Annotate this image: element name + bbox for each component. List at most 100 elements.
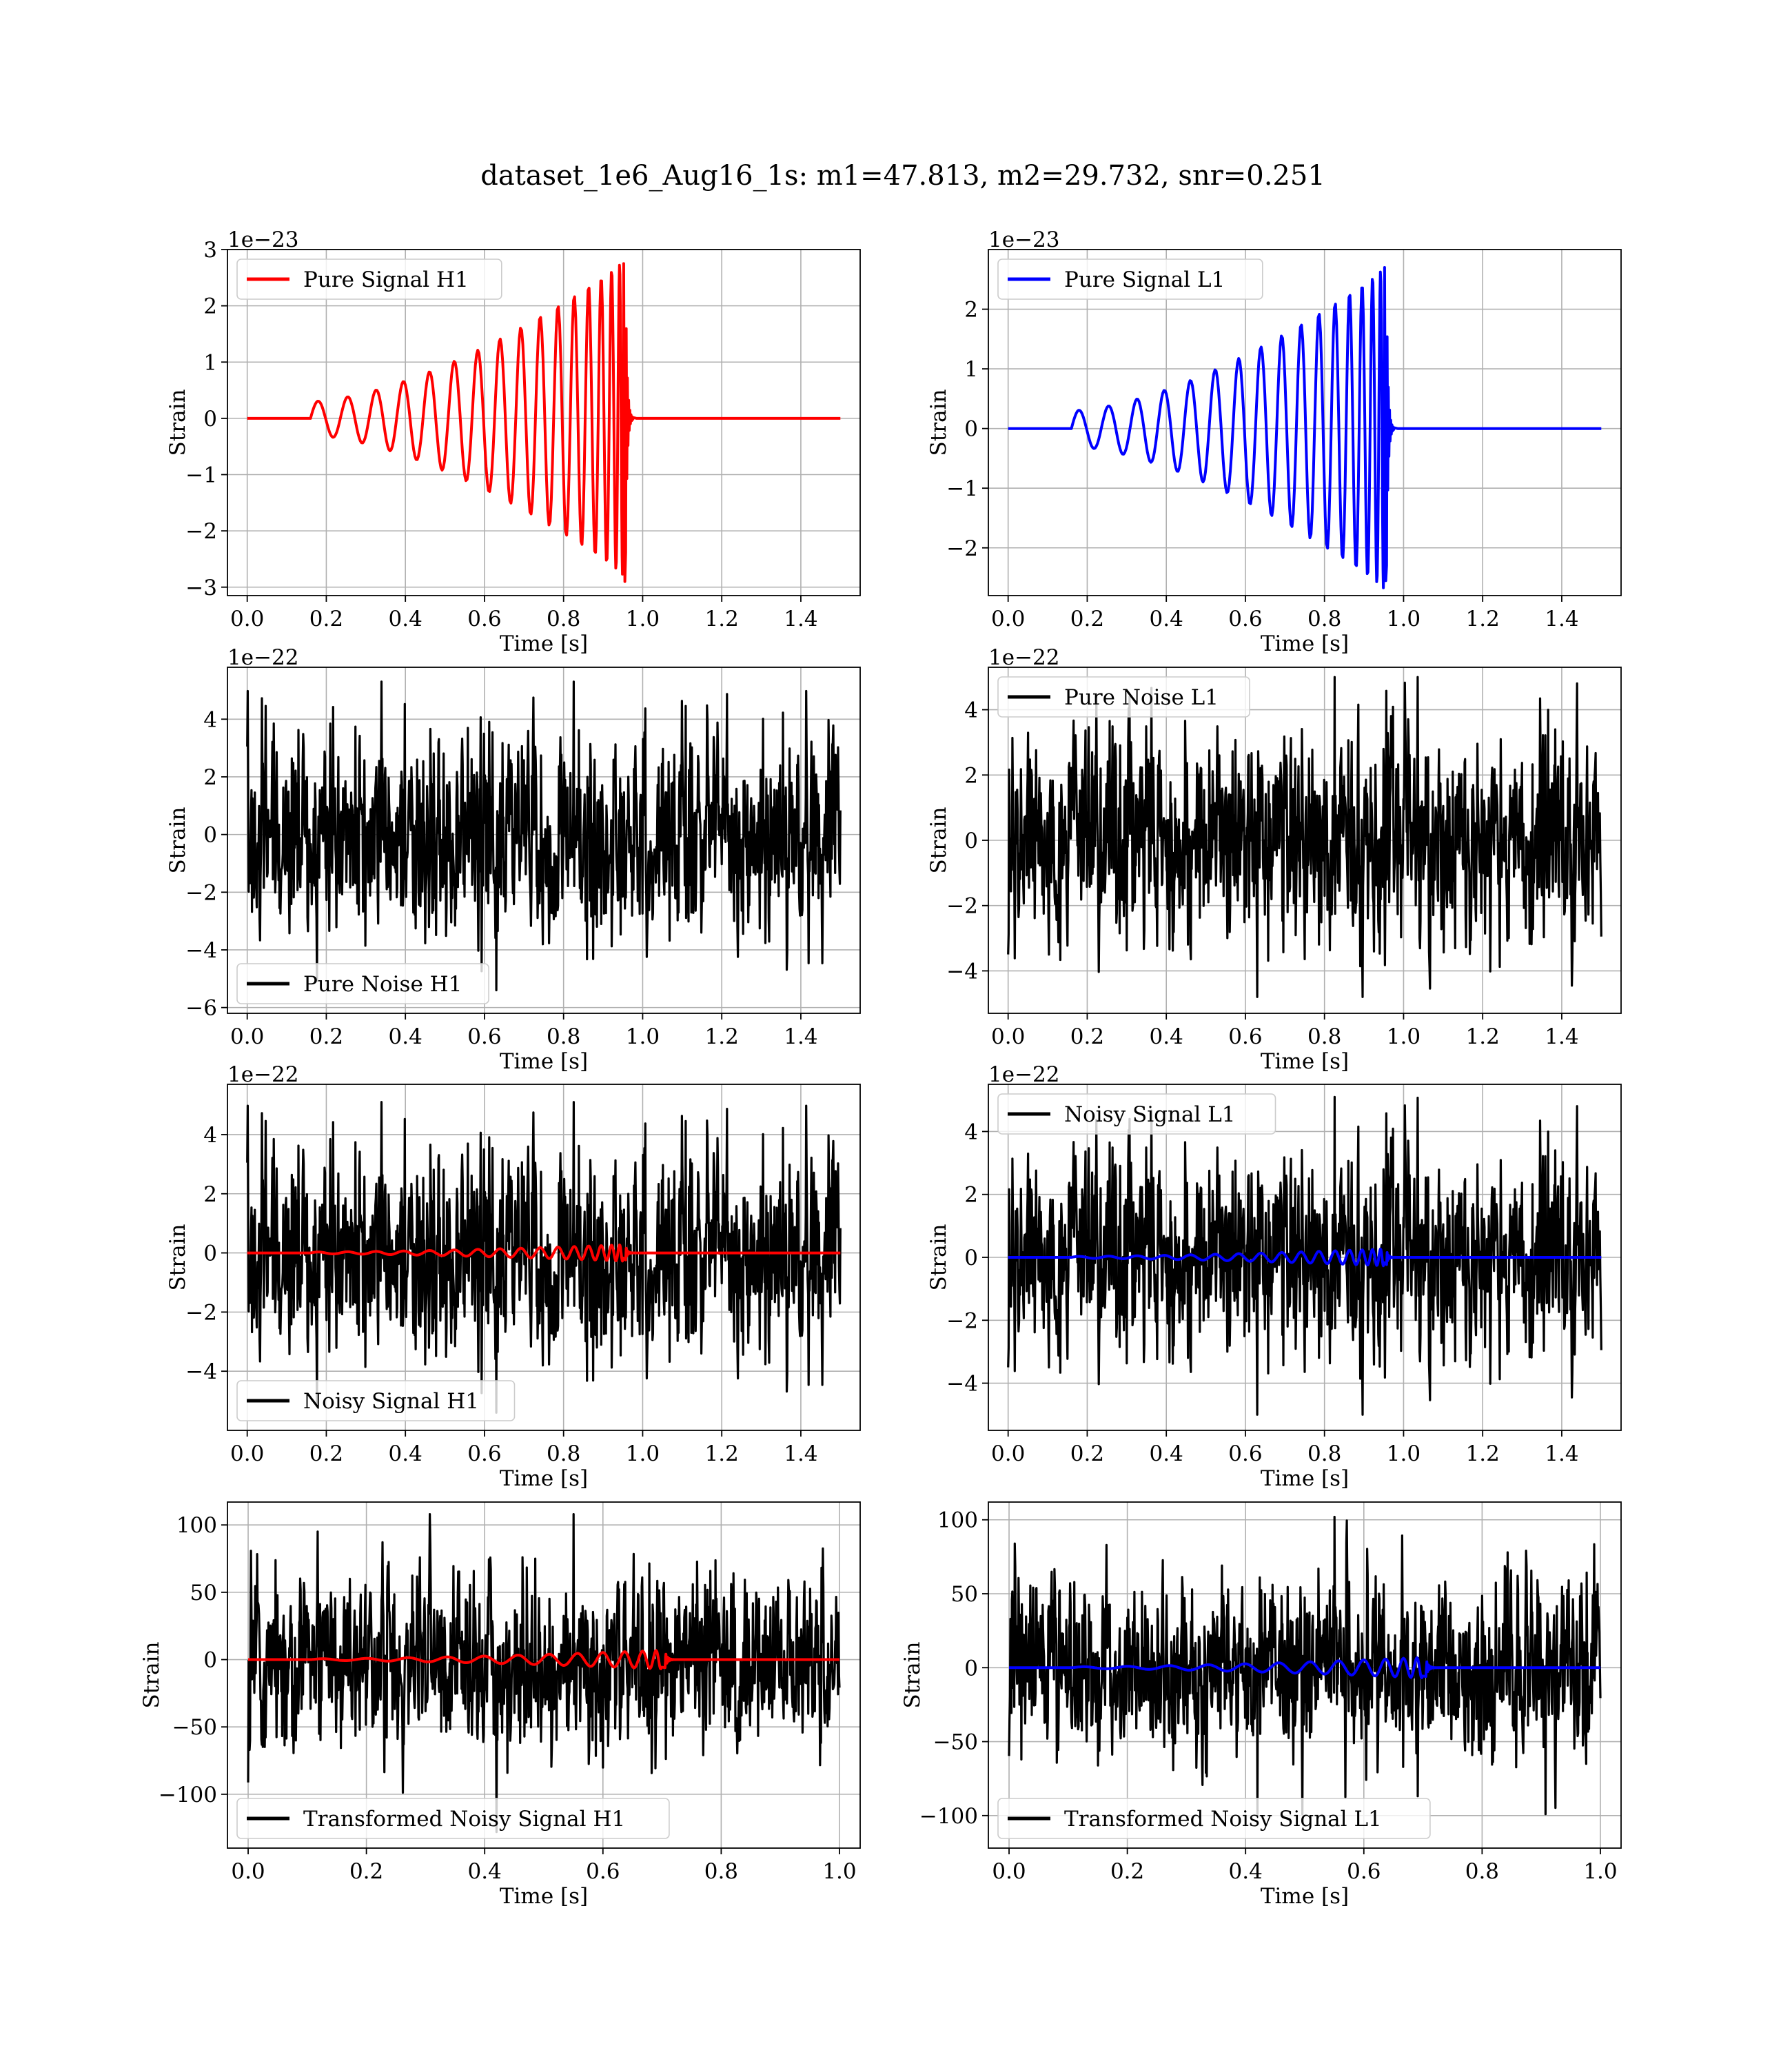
y-tick-label: 1 xyxy=(203,350,217,375)
plot-area xyxy=(246,1101,842,1414)
axis-offset-text: 1e−23 xyxy=(227,227,299,252)
y-tick-label: 50 xyxy=(951,1582,978,1607)
legend-label: Pure Noise H1 xyxy=(303,972,462,997)
legend-box xyxy=(236,258,502,300)
legend: Noisy Signal L1 xyxy=(997,1093,1276,1135)
panels: 0.0 0.2 0.4 0.6 0.8 1.0 1.2 1.4 −3 −2 −1 0 1 2 3 Time [… xyxy=(139,227,1622,1909)
x-tick-label: 0.0 xyxy=(231,1859,265,1884)
x-tick-label: 1.2 xyxy=(705,1024,739,1049)
x-tick-label: 0.2 xyxy=(1110,1859,1144,1884)
axis-offset-text: 1e−23 xyxy=(988,227,1060,252)
x-tick-label: 0.4 xyxy=(1229,1859,1263,1884)
x-tick-label: 0.0 xyxy=(230,1024,264,1049)
y-tick-label: −4 xyxy=(185,1359,217,1384)
y-axis-label: Strain xyxy=(165,807,190,874)
y-tick-label: 0 xyxy=(964,829,978,853)
chart-panel-5: 0.0 0.2 0.4 0.6 0.8 1.0 1.2 1.4 −4 −2 0 2 4 Time [s] S… xyxy=(165,1062,861,1491)
y-axis-label: Strain xyxy=(926,1224,951,1291)
x-tick-label: 0.8 xyxy=(704,1859,738,1884)
y-tick-label: −4 xyxy=(946,1372,978,1397)
x-tick-label: 1.4 xyxy=(784,1024,817,1049)
axis-offset-text: 1e−22 xyxy=(227,1062,299,1087)
series-line-noisy-signal-l1 xyxy=(1007,1095,1602,1416)
x-tick-label: 1.0 xyxy=(1387,1024,1421,1049)
x-tick-label: 0.8 xyxy=(547,607,580,631)
plot-area xyxy=(247,262,841,583)
legend-label: Pure Noise L1 xyxy=(1064,685,1219,710)
x-tick-label: 0.6 xyxy=(1228,607,1262,631)
x-tick-label: 0.8 xyxy=(1307,607,1341,631)
y-tick-label: −3 xyxy=(185,576,217,600)
series-line-transformed-noisy-signal-l1 xyxy=(1008,1515,1602,1816)
chart-panel-3: 0.0 0.2 0.4 0.6 0.8 1.0 1.2 1.4 −6 −4 −2 0 2 4 Time [s… xyxy=(165,645,861,1074)
series-line-noisy-signal-h1 xyxy=(246,1101,842,1414)
legend-label: Pure Signal H1 xyxy=(303,267,469,292)
y-tick-label: 0 xyxy=(203,407,217,432)
x-tick-label: 1.0 xyxy=(1387,607,1421,631)
x-tick-label: 1.0 xyxy=(626,1441,660,1466)
x-tick-label: 1.0 xyxy=(822,1859,856,1884)
x-axis-label: Time [s] xyxy=(1261,1466,1349,1491)
y-axis-label: Strain xyxy=(900,1642,925,1709)
x-axis-label: Time [s] xyxy=(500,1466,588,1491)
x-tick-label: 0.4 xyxy=(389,1024,422,1049)
x-tick-label: 0.2 xyxy=(309,607,343,631)
legend-box xyxy=(236,1798,670,1839)
y-tick-label: 2 xyxy=(203,294,217,319)
x-tick-label: 0.0 xyxy=(991,1441,1025,1466)
x-axis-label: Time [s] xyxy=(500,631,588,656)
y-tick-label: 2 xyxy=(203,765,217,790)
legend-box xyxy=(997,676,1250,718)
x-tick-label: 0.2 xyxy=(1070,1441,1104,1466)
x-tick-label: 1.4 xyxy=(784,607,817,631)
x-tick-label: 0.6 xyxy=(1347,1859,1381,1884)
legend-label: Noisy Signal H1 xyxy=(303,1389,479,1414)
x-tick-label: 1.4 xyxy=(1545,607,1578,631)
x-tick-label: 1.4 xyxy=(784,1441,817,1466)
x-tick-label: 1.0 xyxy=(626,607,660,631)
x-tick-label: 1.2 xyxy=(1466,1441,1500,1466)
y-tick-label: 2 xyxy=(964,763,978,788)
x-tick-label: 0.6 xyxy=(467,607,501,631)
x-tick-label: 1.4 xyxy=(1545,1441,1578,1466)
x-tick-label: 0.8 xyxy=(1307,1441,1341,1466)
x-tick-label: 0.0 xyxy=(230,607,264,631)
y-tick-label: 0 xyxy=(964,417,978,442)
legend: Pure Signal L1 xyxy=(997,258,1263,300)
series-line-pure-noise-h1 xyxy=(246,680,842,992)
axis-offset-text: 1e−22 xyxy=(988,645,1060,670)
legend: Transformed Noisy Signal L1 xyxy=(997,1798,1431,1839)
x-tick-label: 0.6 xyxy=(467,1441,501,1466)
axes-frame xyxy=(227,667,861,1014)
legend: Pure Noise L1 xyxy=(997,676,1250,718)
legend-box xyxy=(997,258,1263,300)
x-tick-label: 0.2 xyxy=(309,1441,343,1466)
x-tick-label: 0.0 xyxy=(230,1441,264,1466)
x-tick-label: 0.0 xyxy=(992,1859,1026,1884)
plot-area xyxy=(1007,1095,1602,1416)
y-tick-label: −1 xyxy=(185,463,217,488)
legend-box xyxy=(997,1093,1276,1135)
chart-panel-4: 0.0 0.2 0.4 0.6 0.8 1.0 1.2 1.4 −4 −2 0 2 4 Time [s] S… xyxy=(926,645,1622,1074)
y-tick-label: 100 xyxy=(176,1513,217,1538)
x-tick-label: 0.2 xyxy=(1070,1024,1104,1049)
chart-panel-1: 0.0 0.2 0.4 0.6 0.8 1.0 1.2 1.4 −3 −2 −1 0 1 2 3 Time [… xyxy=(165,227,861,656)
legend: Transformed Noisy Signal H1 xyxy=(236,1798,670,1839)
x-tick-label: 0.8 xyxy=(1307,1024,1341,1049)
x-tick-label: 0.6 xyxy=(1228,1024,1262,1049)
legend-box xyxy=(236,1380,516,1421)
x-tick-label: 0.6 xyxy=(586,1859,620,1884)
legend: Pure Noise H1 xyxy=(236,963,489,1004)
x-axis-label: Time [s] xyxy=(1261,631,1349,656)
plot-area xyxy=(1008,1515,1602,1816)
series-line-pure-signal-l1 xyxy=(1008,266,1602,589)
x-tick-label: 0.2 xyxy=(309,1024,343,1049)
x-tick-label: 0.4 xyxy=(468,1859,502,1884)
x-tick-label: 1.0 xyxy=(1583,1859,1617,1884)
y-tick-label: −2 xyxy=(185,880,217,905)
x-tick-label: 0.0 xyxy=(991,1024,1025,1049)
y-axis-label: Strain xyxy=(926,389,951,456)
x-tick-label: 1.2 xyxy=(705,1441,739,1466)
